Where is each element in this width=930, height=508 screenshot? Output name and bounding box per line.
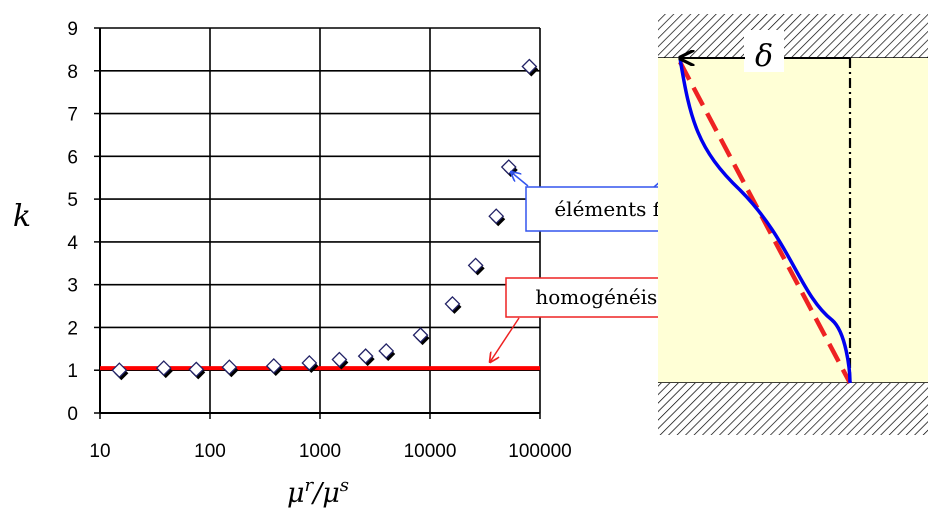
data-point: [331, 351, 349, 370]
data-point: [500, 159, 518, 178]
data-point: [111, 362, 129, 381]
fluid-layer: [658, 58, 928, 383]
y-tick-labels: 0 1 2 3 4 5 6 7 8 9: [67, 19, 78, 425]
data-point: [188, 361, 206, 380]
homogenization-profile: [678, 60, 852, 385]
x-tick-label-10: 10: [89, 441, 110, 462]
y-tick-label-4: 4: [67, 233, 78, 254]
data-points: [111, 58, 539, 381]
x-tick-labels: 10 100 1000 10000 100000: [89, 441, 571, 462]
schematic: δ: [658, 14, 928, 435]
fem-profile: [678, 57, 852, 384]
data-point: [467, 257, 485, 276]
x-tick-label-1000: 1000: [299, 441, 341, 462]
y-tick-label-9: 9: [67, 19, 78, 40]
data-point: [521, 58, 539, 77]
data-point: [412, 327, 430, 346]
y-axis-title: k: [13, 199, 31, 234]
data-point: [155, 360, 173, 379]
data-point: [221, 359, 239, 378]
y-tick-label-8: 8: [67, 62, 78, 83]
y-tick-label-6: 6: [67, 147, 78, 168]
delta-label: δ: [755, 39, 773, 74]
bottom-wall-hatch: [658, 383, 928, 435]
homog-arrow-to-line: [490, 317, 520, 362]
plot-area: 10 100 1000 10000 100000 0 1 2 3 4 5 6 7 8 9: [67, 19, 571, 462]
fem-arrow-to-points: [511, 172, 529, 187]
x-axis-title: μr/μs: [287, 475, 349, 508]
delta-label-bg: [744, 30, 784, 72]
axes: [94, 27, 541, 419]
top-wall-hatch: [658, 14, 928, 58]
grid: [99, 27, 541, 414]
data-point: [444, 295, 462, 314]
y-tick-label-7: 7: [67, 105, 78, 126]
y-tick-label-0: 0: [67, 404, 78, 425]
y-tick-label-1: 1: [67, 361, 78, 382]
data-point: [265, 358, 283, 376]
x-tick-label-100000: 100000: [508, 441, 571, 462]
x-tick-label-10000: 10000: [404, 441, 457, 462]
x-tick-label-100: 100: [194, 441, 226, 462]
y-tick-label-5: 5: [67, 190, 78, 211]
data-point: [301, 355, 319, 373]
data-point: [378, 343, 396, 361]
y-tick-label-2: 2: [67, 318, 78, 339]
y-tick-label-3: 3: [67, 276, 78, 297]
data-point: [357, 348, 375, 367]
data-point: [488, 208, 506, 227]
